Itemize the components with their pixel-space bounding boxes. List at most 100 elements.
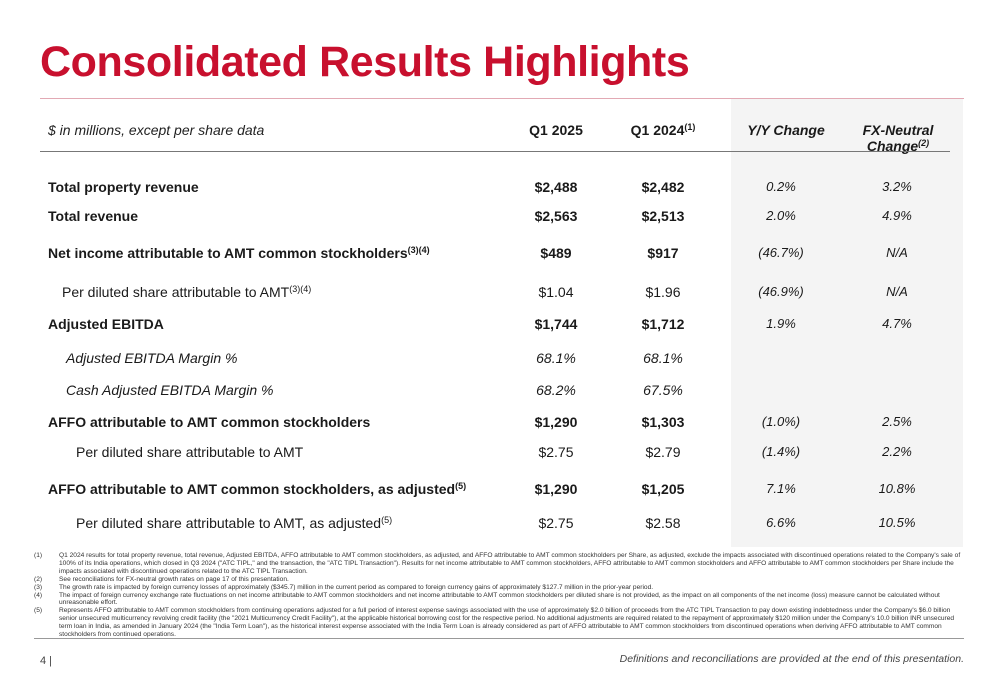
cell-q1-2024: $2.58 xyxy=(645,515,681,531)
row-label-text: Cash Adjusted EBITDA Margin % xyxy=(66,382,274,398)
cell-q1-2025: $1,290 xyxy=(534,481,578,497)
footnote-number: (4) xyxy=(34,591,43,599)
page-title: Consolidated Results Highlights xyxy=(40,38,690,86)
table-row: Total revenue $2,563 $2,513 2.0% 4.9% xyxy=(0,208,1000,228)
row-label: Per diluted share attributable to AMT, a… xyxy=(76,515,392,531)
row-label-text: Per diluted share attributable to AMT xyxy=(62,284,290,300)
cell-fx-neutral: N/A xyxy=(886,245,908,260)
footnote: (1) Q1 2024 results for total property r… xyxy=(34,552,964,576)
cell-q1-2024: $1,205 xyxy=(641,481,685,497)
footnote-number: (5) xyxy=(34,607,43,615)
footnote: (5) Represents AFFO attributable to AMT … xyxy=(34,607,964,639)
footnote: (3) The growth rate is impacted by forei… xyxy=(34,584,964,592)
footnote-text: See reconciliations for FX-neutral growt… xyxy=(59,575,289,583)
cell-yy-change: 1.9% xyxy=(766,316,796,331)
cell-fx-neutral: 4.7% xyxy=(882,316,912,331)
row-label-sup: (5) xyxy=(381,515,393,525)
table-row: AFFO attributable to AMT common stockhol… xyxy=(0,414,1000,434)
table-row: AFFO attributable to AMT common stockhol… xyxy=(0,481,1000,501)
footnote-text: The impact of foreign currency exchange … xyxy=(59,591,940,607)
cell-yy-change: (46.9%) xyxy=(758,284,804,299)
cell-fx-neutral: 10.8% xyxy=(878,481,916,496)
footnote-text: The growth rate is impacted by foreign c… xyxy=(59,583,654,591)
cell-fx-neutral: 3.2% xyxy=(882,179,912,194)
page-number: 4 | xyxy=(40,655,53,667)
table-row: Cash Adjusted EBITDA Margin % 68.2% 67.5… xyxy=(0,382,1000,402)
cell-q1-2025: $1,290 xyxy=(534,414,578,430)
col-header-q1-2024-sup: (1) xyxy=(684,122,696,132)
change-columns-background xyxy=(731,99,963,547)
header-divider xyxy=(40,151,950,152)
cell-fx-neutral: 10.5% xyxy=(878,515,916,530)
cell-q1-2025: 68.2% xyxy=(536,382,576,398)
footnote-text: Represents AFFO attributable to AMT comm… xyxy=(59,607,955,639)
cell-q1-2025: $489 xyxy=(540,245,572,261)
row-label: Total property revenue xyxy=(48,179,199,195)
footnote: (2) See reconciliations for FX-neutral g… xyxy=(34,576,964,584)
col-header-fx-neutral: FX-Neutral Change(2) xyxy=(833,122,963,154)
row-label: Per diluted share attributable to AMT xyxy=(76,444,303,460)
cell-q1-2024: $1.96 xyxy=(645,284,681,300)
cell-q1-2024: 68.1% xyxy=(643,350,683,366)
cell-q1-2024: $1,303 xyxy=(641,414,685,430)
col-header-yy-change: Y/Y Change xyxy=(747,122,825,138)
row-label-sup: (5) xyxy=(455,481,467,491)
row-label-sup: (3)(4) xyxy=(289,284,312,294)
table-row: Per diluted share attributable to AMT(3)… xyxy=(0,284,1000,304)
cell-yy-change: (1.0%) xyxy=(761,414,801,429)
row-label-text: AFFO attributable to AMT common stockhol… xyxy=(48,414,371,430)
title-divider xyxy=(40,98,964,99)
footer-note: Definitions and reconciliations are prov… xyxy=(619,653,964,665)
units-label: $ in millions, except per share data xyxy=(48,122,265,138)
cell-q1-2025: $1,744 xyxy=(534,316,578,332)
table-row: Net income attributable to AMT common st… xyxy=(0,245,1000,265)
cell-yy-change: (1.4%) xyxy=(761,444,801,459)
cell-q1-2025: $2.75 xyxy=(538,515,574,531)
footnotes: (1) Q1 2024 results for total property r… xyxy=(34,552,964,639)
cell-q1-2024: $2.79 xyxy=(645,444,681,460)
cell-yy-change: (46.7%) xyxy=(758,245,804,260)
cell-q1-2025: $1.04 xyxy=(538,284,574,300)
table-row: Per diluted share attributable to AMT, a… xyxy=(0,515,1000,535)
table-row: Adjusted EBITDA $1,744 $1,712 1.9% 4.7% xyxy=(0,316,1000,336)
cell-q1-2024: $917 xyxy=(647,245,679,261)
footnote-number: (1) xyxy=(34,552,43,559)
row-label-text: Adjusted EBITDA Margin % xyxy=(66,350,238,366)
row-label-text: Net income attributable to AMT common st… xyxy=(48,245,408,261)
cell-q1-2024: $2,513 xyxy=(641,208,685,224)
col-header-q1-2025: Q1 2025 xyxy=(529,122,583,138)
cell-fx-neutral: 2.2% xyxy=(882,444,912,459)
col-header-q1-2024-text: Q1 2024 xyxy=(630,122,685,138)
row-label-sup: (3)(4) xyxy=(407,245,430,255)
col-header-fx-neutral-sup: (2) xyxy=(918,138,930,148)
row-label-text: Total revenue xyxy=(48,208,138,224)
cell-fx-neutral: 2.5% xyxy=(882,414,912,429)
cell-q1-2024: $2,482 xyxy=(641,179,685,195)
row-label: Total revenue xyxy=(48,208,138,224)
row-label: Per diluted share attributable to AMT(3)… xyxy=(62,284,311,300)
row-label-text: Per diluted share attributable to AMT, a… xyxy=(76,515,382,531)
cell-q1-2024: $1,712 xyxy=(641,316,685,332)
footnote-number: (2) xyxy=(34,575,43,583)
footer-divider xyxy=(34,638,964,639)
cell-fx-neutral: N/A xyxy=(886,284,908,299)
row-label: Net income attributable to AMT common st… xyxy=(48,245,430,261)
row-label-text: Total property revenue xyxy=(48,179,199,195)
cell-yy-change: 6.6% xyxy=(766,515,796,530)
footnote-text: Q1 2024 results for total property reven… xyxy=(59,552,961,575)
row-label-text: Per diluted share attributable to AMT xyxy=(76,444,304,460)
cell-q1-2025: 68.1% xyxy=(536,350,576,366)
row-label-text: AFFO attributable to AMT common stockhol… xyxy=(48,481,456,497)
row-label: AFFO attributable to AMT common stockhol… xyxy=(48,414,370,430)
row-label: Cash Adjusted EBITDA Margin % xyxy=(66,382,274,398)
cell-yy-change: 2.0% xyxy=(766,208,796,223)
footnote-number: (3) xyxy=(34,583,43,591)
cell-yy-change: 7.1% xyxy=(766,481,796,496)
footnote: (4) The impact of foreign currency excha… xyxy=(34,592,964,608)
row-label: Adjusted EBITDA Margin % xyxy=(66,350,237,366)
table-row: Adjusted EBITDA Margin % 68.1% 68.1% xyxy=(0,350,1000,370)
row-label: AFFO attributable to AMT common stockhol… xyxy=(48,481,466,497)
col-header-fx-neutral-text: FX-Neutral Change xyxy=(862,122,934,154)
cell-q1-2025: $2,563 xyxy=(534,208,578,224)
row-label-text: Adjusted EBITDA xyxy=(48,316,164,332)
